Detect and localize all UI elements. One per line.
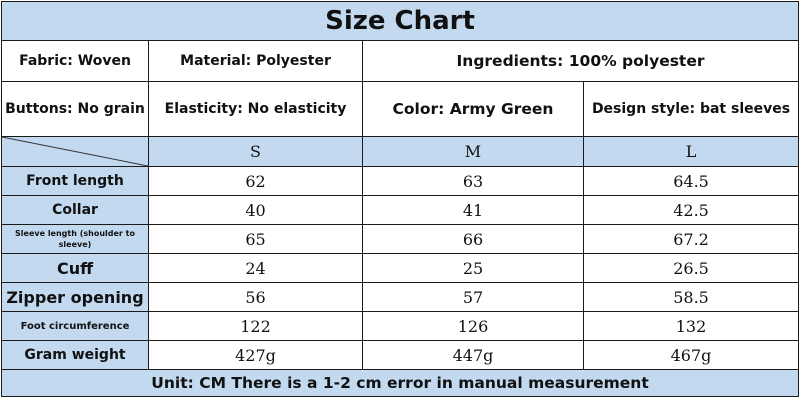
diagonal-line-icon [2,137,148,166]
row-label-sleeve-length: Sleeve length (shoulder to sleeve) [1,224,149,254]
row-label-cuff: Cuff [1,253,149,283]
chart-title: Size Chart [0,1,800,41]
size-header-l: L [582,136,800,167]
cell-value: 427g [148,340,363,370]
diagonal-header-cell [1,136,149,167]
size-header-s: S [148,136,363,167]
measurement-note: Unit: CM There is a 1-2 cm error in manu… [0,369,800,397]
row-label-foot-circumference: Foot circumference [1,311,149,341]
cell-value: 26.5 [582,253,800,283]
table-row: Sleeve length (shoulder to sleeve) 65 66… [1,224,800,254]
cell-value: 132 [582,311,800,341]
row-label-front-length: Front length [1,166,149,196]
ingredients-spec: Ingredients: 100% polyester [361,40,800,82]
table-row: Front length 62 63 64.5 [1,166,800,196]
design-style-spec: Design style: bat sleeves [582,81,800,137]
table-row: Foot circumference 122 126 132 [1,311,800,341]
size-header-m: M [362,136,584,167]
cell-value: 126 [362,311,584,341]
table-row: Gram weight 427g 447g 467g [1,340,800,370]
cell-value: 122 [148,311,363,341]
color-spec: Color: Army Green [362,81,584,137]
cell-value: 58.5 [582,282,800,312]
material-spec: Material: Polyester [148,40,363,82]
cell-value: 41 [362,195,584,225]
buttons-spec: Buttons: No grain [1,81,149,137]
cell-value: 64.5 [582,166,800,196]
cell-value: 65 [148,224,363,254]
table-row: Cuff 24 25 26.5 [1,253,800,283]
table-row: Zipper opening 56 57 58.5 [1,282,800,312]
cell-value: 57 [362,282,584,312]
fabric-spec: Fabric: Woven [1,40,149,82]
cell-value: 62 [148,166,363,196]
cell-value: 63 [362,166,584,196]
table-row: Collar 40 41 42.5 [1,195,800,225]
row-label-zipper-opening: Zipper opening [1,282,149,312]
cell-value: 56 [148,282,363,312]
cell-value: 42.5 [582,195,800,225]
row-label-gram-weight: Gram weight [1,340,149,370]
elasticity-spec: Elasticity: No elasticity [148,81,363,137]
cell-value: 447g [362,340,584,370]
cell-value: 467g [582,340,800,370]
cell-value: 66 [362,224,584,254]
row-label-collar: Collar [1,195,149,225]
size-chart-table: Size Chart Fabric: Woven Material: Polye… [0,1,800,397]
cell-value: 67.2 [582,224,800,254]
cell-value: 25 [362,253,584,283]
cell-value: 40 [148,195,363,225]
cell-value: 24 [148,253,363,283]
